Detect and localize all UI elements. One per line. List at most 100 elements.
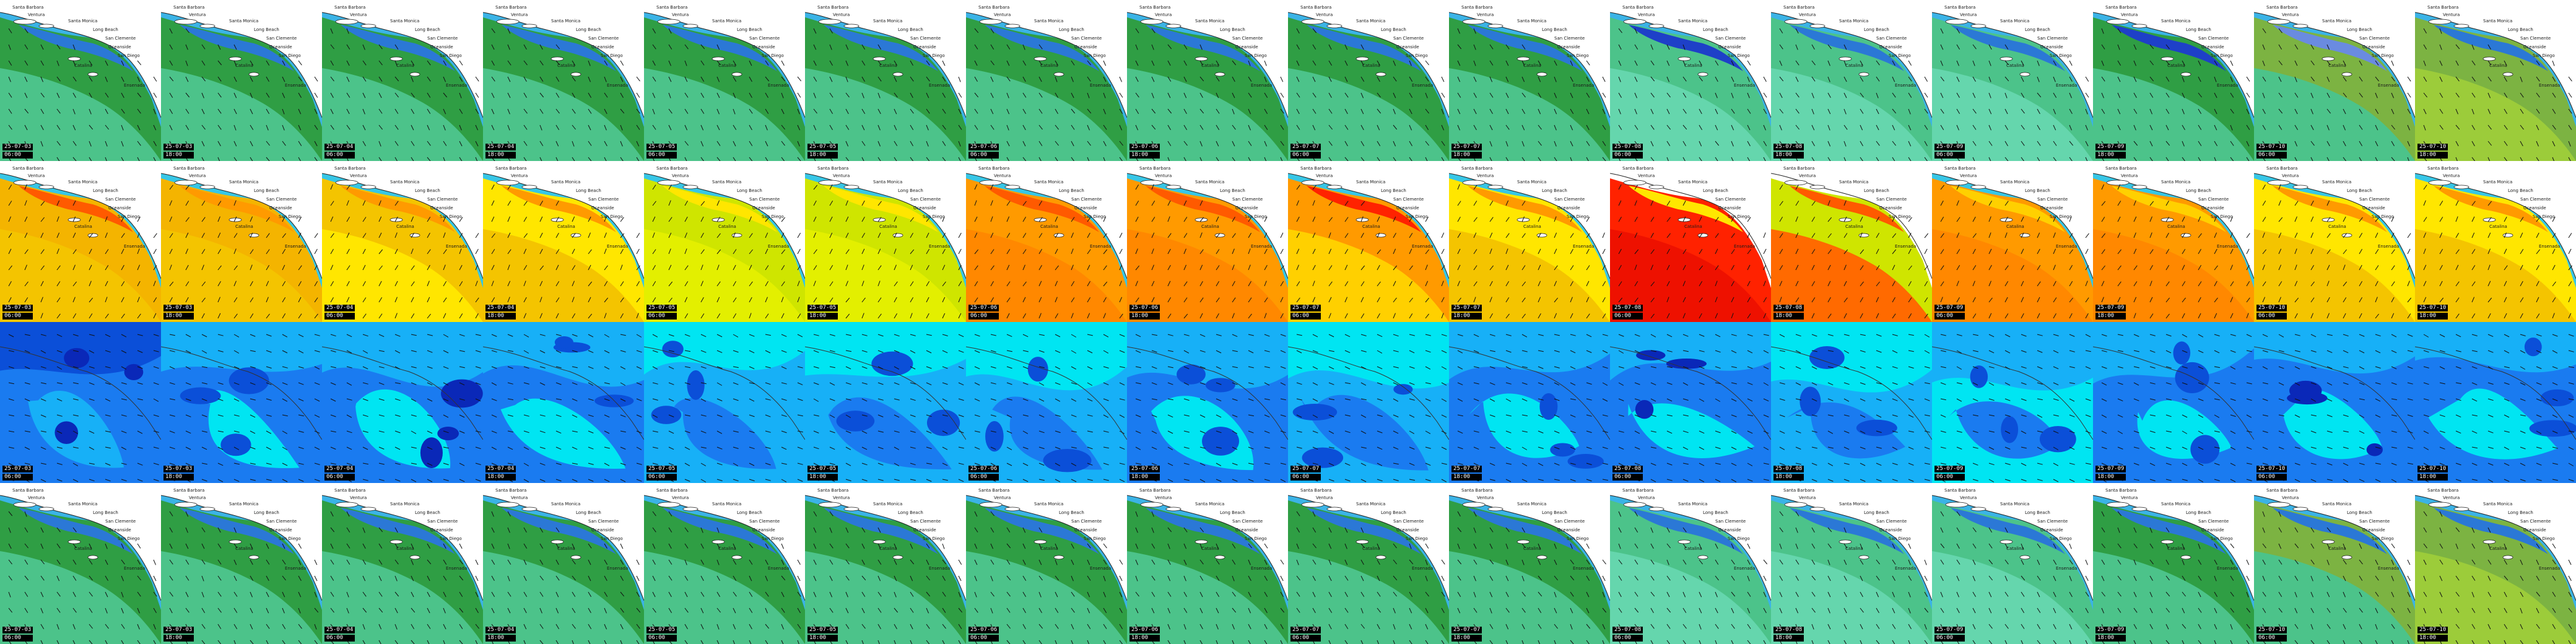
direction-arrow	[2117, 60, 2121, 66]
place-label: Santa Barbara	[334, 166, 365, 171]
contour-band	[19, 25, 133, 71]
map-tile[interactable]: Santa Barbara Ventura Santa Monica Long Bea…	[2415, 0, 2576, 161]
map-tile[interactable]: 25-07-09 06:00	[1932, 322, 2093, 483]
direction-arrow	[1038, 350, 1045, 353]
place-label: Long Beach	[1059, 188, 1084, 193]
direction-arrow	[411, 265, 415, 271]
land-mass	[1288, 0, 1449, 118]
map-tile[interactable]: 25-07-10 18:00	[2415, 322, 2576, 483]
map-tile[interactable]: 25-07-06 06:00	[966, 322, 1127, 483]
direction-arrow	[314, 463, 320, 465]
map-tile[interactable]: 25-07-06 18:00	[1127, 322, 1288, 483]
map-tile[interactable]: Santa Barbara Ventura Santa Monica Long Bea…	[1610, 161, 1771, 322]
direction-arrow	[1216, 398, 1222, 402]
map-tile[interactable]: Santa Barbara Ventura Santa Monica Long Bea…	[1449, 0, 1610, 161]
map-tile[interactable]: Santa Barbara Ventura Santa Monica Long Bea…	[1288, 0, 1449, 161]
direction-arrow	[1441, 124, 1445, 131]
island	[1355, 56, 1369, 61]
map-tile[interactable]: Santa Barbara Ventura Santa Monica Long Bea…	[161, 161, 322, 322]
place-label: Oceanside	[269, 45, 292, 50]
direction-arrow	[1006, 398, 1012, 401]
map-tile[interactable]: Santa Barbara Ventura Santa Monica Long Bea…	[805, 161, 966, 322]
map-tile[interactable]: Santa Barbara Ventura Santa Monica Long Bea…	[1127, 161, 1288, 322]
map-tile[interactable]: 25-07-04 18:00	[483, 322, 644, 483]
map-tile[interactable]: Santa Barbara Ventura Santa Monica Long Bea…	[1288, 161, 1449, 322]
map-tile[interactable]: Santa Barbara Ventura Santa Monica Long Bea…	[1771, 0, 1932, 161]
map-tile[interactable]: 25-07-09 18:00	[2093, 322, 2254, 483]
direction-arrow	[169, 281, 174, 287]
direction-arrow	[1843, 44, 1847, 50]
direction-arrow	[1650, 157, 1655, 161]
map-tile[interactable]: Santa Barbara Ventura Santa Monica Long Bea…	[0, 161, 161, 322]
map-tile[interactable]: Santa Barbara Ventura Santa Monica Long Bea…	[2254, 161, 2415, 322]
map-tile[interactable]: 25-07-03 06:00	[0, 322, 161, 483]
map-tile[interactable]: Santa Barbara Ventura Santa Monica Long Bea…	[2415, 161, 2576, 322]
direction-arrow	[2391, 232, 2395, 238]
map-tile[interactable]: Santa Barbara Ventura Santa Monica Long Bea…	[644, 0, 805, 161]
map-tile[interactable]: 25-07-08 18:00	[1771, 322, 1932, 483]
map-tile[interactable]: Santa Barbara Ventura Santa Monica Long Bea…	[2254, 0, 2415, 161]
map-tile[interactable]: Santa Barbara Ventura Santa Monica Long Bea…	[966, 0, 1127, 161]
map-tile[interactable]: Santa Barbara Ventura Santa Monica Long Bea…	[1449, 161, 1610, 322]
direction-arrow	[1876, 248, 1879, 255]
map-tile[interactable]: 25-07-05 18:00	[805, 322, 966, 483]
map-tile[interactable]: Santa Barbara Ventura Santa Monica Long Bea…	[1932, 161, 2093, 322]
direction-arrow	[1602, 108, 1606, 115]
direction-arrow	[1071, 398, 1077, 402]
direction-arrow	[40, 313, 43, 319]
direction-arrow	[1747, 463, 1753, 466]
map-tile[interactable]: 25-07-07 06:00	[1288, 322, 1449, 483]
direction-arrow	[1328, 217, 1333, 222]
direction-arrow	[1135, 108, 1139, 114]
map-tile[interactable]: Santa Barbara Ventura Santa Monica Long Bea…	[2093, 0, 2254, 161]
map-tile[interactable]: Santa Barbara Ventura Santa Monica Long Bea…	[644, 161, 805, 322]
map-tile[interactable]: Santa Barbara Ventura Santa Monica Long Bea…	[483, 0, 644, 161]
direction-arrow	[1006, 249, 1011, 255]
direction-arrow	[700, 479, 707, 482]
direction-arrow	[636, 157, 640, 161]
map-tile[interactable]: 25-07-04 06:00	[322, 322, 483, 483]
direction-arrow	[266, 366, 272, 369]
map-tile[interactable]: Santa Barbara Ventura Santa Monica Long Bea…	[1127, 0, 1288, 161]
direction-arrow	[1377, 463, 1383, 466]
direction-arrow	[2520, 124, 2524, 130]
map-tile[interactable]: Santa Barbara Ventura Santa Monica Long Bea…	[966, 161, 1127, 322]
direction-arrow	[185, 414, 191, 417]
map-tile[interactable]: 25-07-10 06:00	[2254, 322, 2415, 483]
direction-arrow	[24, 398, 30, 402]
direction-arrow	[2021, 157, 2024, 161]
direction-arrow	[2310, 141, 2315, 146]
direction-arrow	[2423, 44, 2427, 50]
direction-arrow	[2214, 216, 2217, 222]
land-mass	[644, 0, 805, 118]
map-tile[interactable]: Santa Barbara Ventura Santa Monica Long Bea…	[2093, 161, 2254, 322]
direction-arrow	[636, 414, 642, 417]
place-label: San Clemente	[2198, 36, 2229, 41]
map-tile[interactable]: Santa Barbara Ventura Santa Monica Long Bea…	[1771, 161, 1932, 322]
map-tile[interactable]: 25-07-05 06:00	[644, 322, 805, 483]
direction-arrow	[813, 108, 817, 114]
map-tile[interactable]: Santa Barbara Ventura Santa Monica Long Bea…	[1932, 0, 2093, 161]
map-tile[interactable]: Santa Barbara Ventura Santa Monica Long Bea…	[0, 0, 161, 161]
direction-arrow	[2487, 44, 2491, 50]
map-tile[interactable]: 25-07-08 06:00	[1610, 322, 1771, 483]
island	[1053, 233, 1064, 238]
map-tile[interactable]: Santa Barbara Ventura Santa Monica Long Bea…	[322, 0, 483, 161]
direction-arrow	[733, 350, 739, 353]
direction-arrow	[2439, 382, 2445, 385]
place-label: Santa Barbara	[1300, 5, 1331, 10]
map-tile[interactable]: Santa Barbara Ventura Santa Monica Long Bea…	[483, 161, 644, 322]
map-tile[interactable]: Santa Barbara Ventura Santa Monica Long Bea…	[805, 0, 966, 161]
direction-arrow	[2069, 249, 2073, 255]
map-tile[interactable]: Santa Barbara Ventura Santa Monica Long Bea…	[322, 161, 483, 322]
map-canvas	[2254, 322, 2415, 483]
direction-arrow	[72, 430, 79, 434]
island	[818, 19, 842, 25]
direction-arrow	[1055, 92, 1059, 98]
map-tile[interactable]: 25-07-03 18:00	[161, 322, 322, 483]
direction-arrow	[1908, 248, 1912, 255]
map-tile[interactable]: Santa Barbara Ventura Santa Monica Long Bea…	[1610, 0, 1771, 161]
map-tile[interactable]: 25-07-07 18:00	[1449, 322, 1610, 483]
map-tile[interactable]: Santa Barbara Ventura Santa Monica Long Bea…	[161, 0, 322, 161]
place-label: San Diego	[1728, 214, 1750, 219]
